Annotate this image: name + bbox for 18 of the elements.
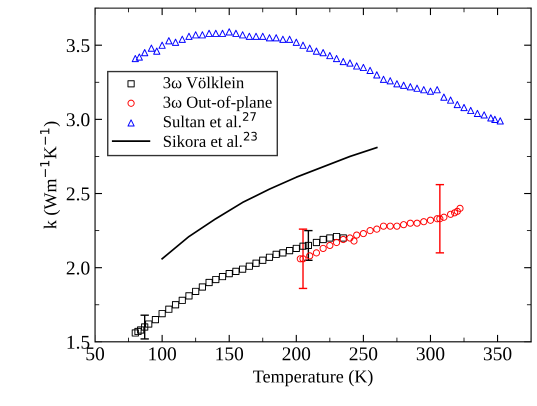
- legend-label: 3ω Out-of-plane: [164, 96, 272, 112]
- y-tick-label: 1.5: [68, 336, 90, 349]
- x-tick-label: 100: [149, 347, 176, 360]
- x-tick-label: 300: [416, 347, 444, 360]
- y-tick-label: 2.5: [66, 187, 90, 201]
- x-tick-label: 350: [484, 347, 512, 360]
- x-tick-label: 200: [282, 347, 310, 360]
- legend-label: Sikora et al.$^{23}$: [164, 132, 257, 148]
- x-tick-label: 50: [86, 347, 104, 360]
- y-axis-title: k (Wm$^{−1}$K$^{−1}$): [40, 122, 60, 229]
- y-tick-label: 3.0: [66, 113, 90, 126]
- y-tick-label: 3.5: [66, 39, 90, 52]
- x-axis-title: Temperature (K): [253, 370, 373, 386]
- x-tick-label: 150: [216, 347, 244, 360]
- x-tick-label: 250: [350, 347, 378, 360]
- y-tick-label: 2.0: [66, 262, 90, 275]
- legend-label: 3ω Völklein: [164, 76, 244, 88]
- legend-label: Sultan et al.$^{27}$: [164, 112, 256, 128]
